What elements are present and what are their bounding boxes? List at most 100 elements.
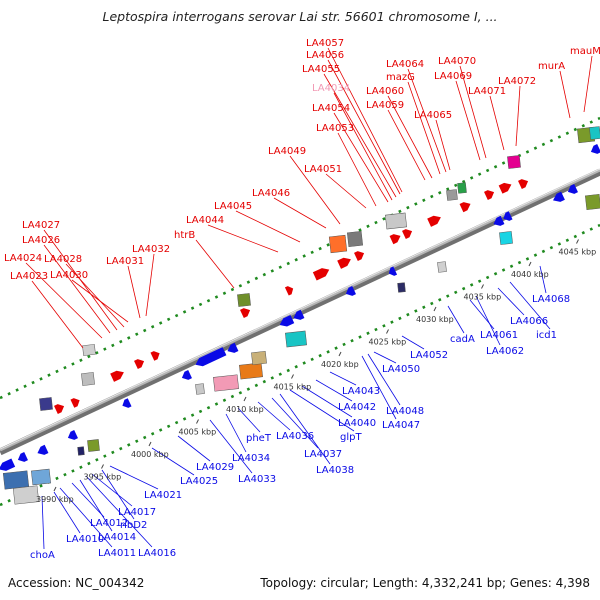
reverse-gene-arrow [67,430,78,440]
forward-gene-label: LA4055 [302,64,340,75]
leader-line [79,479,113,532]
forward-gene-label: LA4064 [386,59,424,70]
leader-line [407,68,447,173]
leader-line [145,253,155,317]
kbp-label: 4030 kbp [416,315,454,324]
reverse-gene-label: LA4033 [238,474,276,485]
forward-gene-arrow [312,268,330,281]
forward-gene-label: LA4051 [304,164,342,175]
reverse-gene-arrow [503,211,513,221]
forward-gene-arrow [498,182,512,194]
leader-line [271,397,319,449]
forward-gene-label: LA4060 [366,86,404,97]
leader-line [127,265,141,319]
leader-line [109,465,159,490]
leader-line [237,407,261,433]
reverse-gene-arrow [279,314,295,327]
rna-feature-box [77,446,85,456]
rna-feature-box [347,231,363,247]
forward-gene-label: LA4031 [106,256,144,267]
kbp-label: 4025 kbp [369,338,407,347]
reverse-gene-label: LA4068 [532,294,570,305]
forward-gene-arrow [284,286,294,296]
leader-line [41,495,45,550]
forward-gene-label: LA4045 [214,201,252,212]
reverse-gene-label: LA4036 [276,431,314,442]
forward-gene-label: LA4065 [414,110,452,121]
kbp-tick [101,464,104,469]
rna-feature-box [12,485,40,505]
reverse-gene-label: LA4025 [180,476,218,487]
leader-line [435,119,451,171]
reverse-gene-arrow [567,184,578,194]
kbp-tick [528,261,532,267]
leader-line [509,281,551,330]
leader-line [327,47,403,193]
reverse-gene-label: LA4014 [98,532,136,543]
leader-line [497,287,525,316]
reverse-gene-label: LA4043 [342,386,380,397]
reverse-gene-label: pheT [246,433,272,444]
rna-feature-box [82,344,96,356]
forward-gene-label: LA4056 [306,50,344,61]
leader-line [53,491,81,534]
forward-gene-label: LA4023 [10,271,48,282]
reverse-gene-arrow [37,444,49,455]
reverse-gene-label: LA4016 [138,548,176,559]
forward-gene-label: LA4028 [44,254,82,265]
leader-line [325,173,367,209]
leader-line [455,80,481,161]
rna-feature-box [385,212,407,230]
leader-line [327,59,401,195]
forward-gene-label: LA4071 [468,86,506,97]
reverse-gene-label: LA4029 [196,462,234,473]
forward-gene-arrow [459,202,471,213]
leader-line [91,473,133,507]
kbp-label: 4035 kbp [464,293,502,302]
rna-feature-box [446,189,458,201]
leader-line [225,413,247,453]
leader-line [31,280,84,349]
forward-gene-label: htrB [174,230,195,241]
forward-gene-arrow [54,404,65,414]
leader-line [207,224,279,253]
reverse-gene-label: ribD2 [120,520,147,531]
rna-feature-box [81,372,95,386]
rna-feature-box [2,470,30,490]
kbp-tick [481,284,484,289]
reverse-gene-arrow [122,398,132,408]
leader-line [373,351,397,364]
kbp-tick [386,329,389,334]
reverse-gene-label: LA4021 [144,490,182,501]
reverse-gene-label: LA4010 [66,534,104,545]
kbp-label: 4040 kbp [511,270,549,279]
leader-line [43,244,111,334]
forward-gene-label: LA4024 [4,253,42,264]
reverse-gene-arrow [388,266,398,276]
forward-gene-label: LA4072 [498,76,536,87]
leader-line [361,355,397,420]
forward-gene-arrow [110,370,124,382]
leader-line [401,335,425,350]
leader-line [315,379,353,402]
leader-line [71,279,129,323]
rna-feature-box [39,397,53,411]
leader-line [583,55,593,113]
forward-gene-label: LA4070 [438,56,476,67]
kbp-tick [196,419,199,424]
leader-line [273,197,327,229]
reverse-gene-arrow [227,342,239,353]
forward-gene-label: murA [538,61,565,72]
leader-line [559,70,571,119]
kbp-tick [338,351,342,357]
leader-line [447,305,465,334]
leader-line [301,385,353,418]
kbp-tick [148,441,152,447]
leader-line [209,419,253,474]
forward-gene-arrow [389,234,401,245]
kbp-tick [53,486,57,492]
kbp-tick [243,396,247,402]
rna-feature-box [437,261,447,273]
forward-gene-label: LA4069 [434,71,472,82]
